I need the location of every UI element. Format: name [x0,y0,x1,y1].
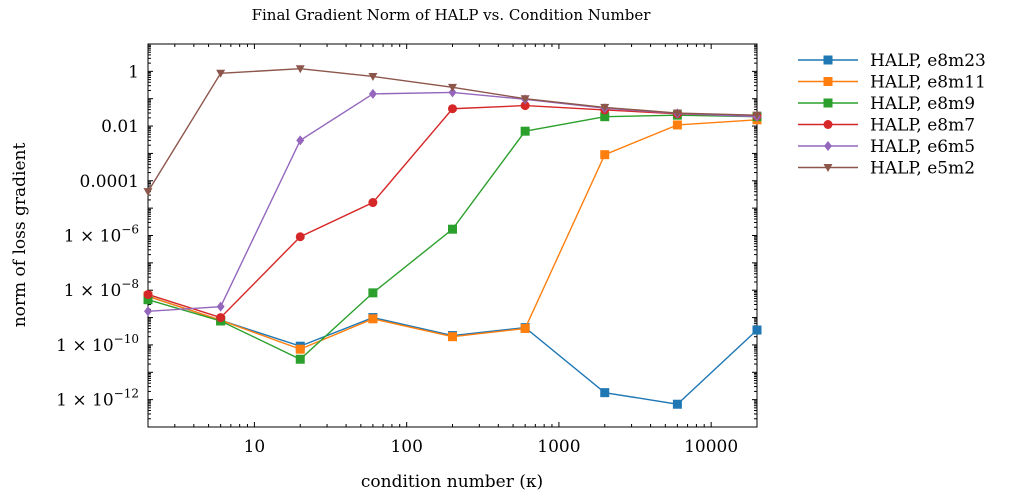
data-point [143,295,153,305]
data-point [295,65,305,74]
data-point [672,399,682,409]
plot-frame [147,43,758,428]
series-line [147,104,758,319]
legend-marker [823,55,833,65]
legend-item: HALP, e8m23 [798,51,986,71]
chart-title: Final Gradient Norm of HALP vs. Conditio… [252,6,652,24]
legend-label: HALP, e5m2 [870,159,975,179]
data-point [672,120,682,130]
series-3 [143,101,762,323]
data-point [448,83,457,92]
legend-marker [823,164,833,172]
data-point [448,104,457,114]
legend-marker [823,77,833,86]
series-line [147,114,758,361]
legend-label: HALP, e6m5 [870,137,975,157]
data-point [216,69,226,78]
x-tick-label: 10000 [684,437,738,457]
data-point [600,103,610,112]
x-axis-label: condition number (κ) [361,472,543,492]
data-point [600,150,610,160]
legend-item: HALP, e8m9 [798,94,975,114]
data-point [448,332,457,342]
series-4 [144,87,761,317]
data-point [600,388,610,398]
x-tick-label: 1000 [537,437,580,457]
y-axis-label: norm of loss gradient [10,143,30,328]
data-point [295,232,305,242]
data-point [143,289,153,299]
data-point [448,87,457,98]
data-point [520,323,530,333]
data-point [296,135,305,146]
legend-marker [824,141,832,151]
data-point [368,72,378,81]
legend-marker [823,120,833,129]
legend-label: HALP, e8m23 [870,51,986,71]
legend-item: HALP, e8m7 [798,116,975,136]
data-point [216,301,225,312]
series-5 [143,65,762,197]
plot-area: 10 100 1000 10000 1 0.01 0.0001 1 × 10−6 1 × 10… [56,43,762,457]
x-axis: 10 100 1000 10000 [147,44,758,457]
y-axis: 1 0.01 0.0001 1 × 10−6 1 × 10−8 1 × 10−10 1 × … [56,43,757,428]
series-line [147,91,758,312]
series-line [147,119,758,350]
data-point [520,95,530,104]
y-tick-label: 1 [128,62,139,82]
series-1 [143,115,762,354]
legend-item: HALP, e6m5 [798,137,975,157]
data-point [295,344,305,354]
legend-label: HALP, e8m7 [870,116,975,136]
x-tick-label: 100 [390,437,422,457]
legend-item: HALP, e8m11 [798,73,986,93]
data-point [295,354,305,364]
data-point [144,306,152,317]
series-0 [143,291,762,409]
legend-item: HALP, e5m2 [798,159,975,179]
legend-label: HALP, e8m11 [870,73,986,93]
legend-marker [823,98,833,108]
y-tick-label: 0.01 [101,117,139,137]
data-point [368,314,378,324]
data-point [752,111,762,120]
series-line [147,295,758,405]
x-tick-label: 10 [244,437,266,457]
data-point [672,109,682,118]
data-point [368,88,377,99]
data-point [143,188,153,197]
data-point [520,126,530,136]
data-point [752,325,762,335]
y-tick-label: 1 × 10−8 [64,277,139,301]
data-point [368,288,378,298]
data-point [448,224,457,234]
y-tick-label: 0.0001 [80,172,139,192]
data-point [520,101,530,111]
y-tick-label: 1 × 10−12 [56,387,139,411]
series-layer [143,65,762,409]
y-tick-label: 1 × 10−6 [64,223,139,247]
y-tick-label: 1 × 10−10 [56,332,139,356]
legend-label: HALP, e8m9 [870,94,975,114]
data-point [368,198,378,208]
data-point [600,112,610,122]
data-point [216,313,226,323]
